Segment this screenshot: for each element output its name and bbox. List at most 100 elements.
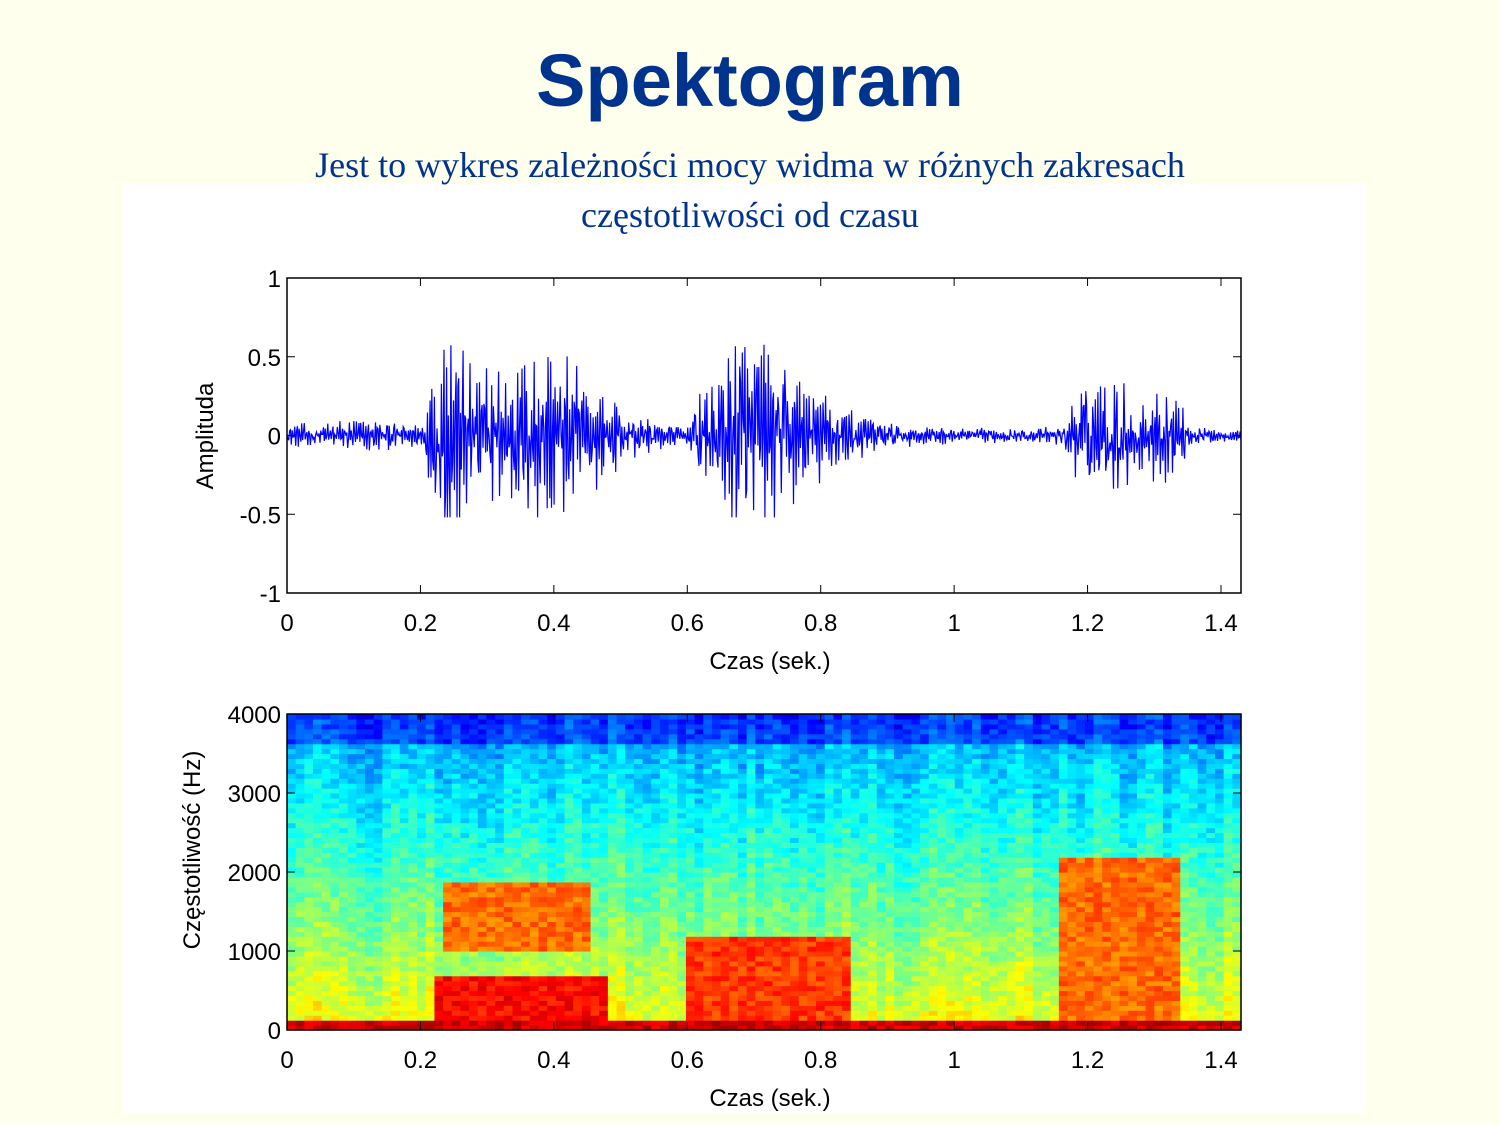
spectrogram-cell	[443, 857, 453, 863]
spectrogram-cell	[920, 748, 930, 755]
spectrogram-cell	[659, 743, 670, 750]
spectrogram-cell	[486, 812, 496, 819]
spectrogram-cell	[304, 738, 314, 745]
spectrogram-cell	[798, 876, 808, 883]
spectrogram-cell	[937, 911, 947, 918]
spectrogram-cell	[720, 941, 730, 947]
spectrogram-cell	[946, 955, 956, 962]
spectrogram-cell	[313, 872, 323, 878]
spectrogram-cell	[382, 896, 392, 903]
spectrogram-cell	[746, 916, 756, 922]
spectrogram-cell	[694, 793, 704, 799]
spectrogram-cell	[876, 985, 887, 992]
spectrogram-cell	[781, 876, 791, 883]
spectrogram-cell	[581, 990, 592, 997]
spectrogram-cell	[850, 847, 860, 853]
spectrogram-cell	[668, 985, 678, 992]
spectrogram-cell	[547, 891, 557, 898]
spectrogram-cell	[616, 896, 626, 903]
spectrogram-cell	[287, 773, 297, 779]
spectrogram-cell	[304, 980, 314, 987]
spectrogram-cell	[668, 857, 678, 863]
spectrogram-cell	[521, 743, 531, 750]
spectrogram-cell	[555, 970, 566, 977]
spectrogram-cell	[339, 748, 349, 755]
spectrogram-cell	[902, 985, 913, 992]
spectrogram-cell	[781, 763, 791, 769]
spectrogram-cell	[824, 847, 834, 853]
spectrogram-cell	[529, 975, 540, 982]
spectrogram-cell	[313, 807, 323, 814]
spectrogram-cell	[425, 995, 436, 1001]
spectrogram-cell	[764, 1025, 774, 1031]
spectrogram-cell	[694, 955, 704, 962]
spectrogram-cell	[798, 921, 808, 927]
spectrogram-cell	[911, 995, 921, 1001]
spectrogram-cell	[859, 911, 869, 918]
spectrogram-cell	[408, 857, 418, 863]
spectrogram-cell	[824, 975, 834, 982]
spectrogram-cell	[842, 862, 852, 868]
spectrogram-cell	[746, 817, 756, 824]
spectrogram-cell	[607, 985, 618, 992]
spectrogram-cell	[746, 955, 756, 962]
spectrogram-cell	[694, 1005, 704, 1011]
spectrogram-cell	[434, 763, 444, 769]
spectrogram-cell	[373, 1025, 383, 1031]
spectrogram-cell	[885, 788, 895, 794]
spectrogram-cell	[356, 837, 366, 843]
spectrogram-cell	[737, 965, 748, 972]
spectrogram-cell	[581, 995, 592, 1001]
spectrogram-cell	[711, 832, 722, 839]
spectrogram-cell	[538, 995, 548, 1001]
spectrogram-cell	[590, 980, 600, 987]
spectrogram-cell	[703, 783, 713, 789]
spectrogram-cell	[486, 970, 496, 977]
spectrogram-cell	[287, 886, 297, 893]
spectrogram-cell	[790, 822, 800, 829]
spectrogram-cell	[295, 812, 305, 819]
spectrogram-cell	[330, 758, 340, 764]
spectrogram-cell	[816, 891, 826, 898]
spectrogram-cell	[824, 822, 834, 829]
spectrogram-cell	[451, 936, 462, 942]
spectrogram-cell	[599, 970, 609, 977]
spectrogram-cell	[495, 768, 505, 774]
spectrogram-cell	[668, 723, 678, 730]
spectrogram-cell	[790, 793, 800, 799]
spectrogram-cell	[460, 906, 470, 913]
spectrogram-cell	[937, 931, 947, 937]
spectrogram-cell	[616, 778, 626, 784]
spectrogram-cell	[382, 812, 392, 819]
spectrogram-cell	[911, 758, 921, 764]
spectrogram-cell	[824, 926, 834, 932]
spectrogram-cell	[928, 891, 939, 898]
spectrogram-cell	[764, 980, 774, 987]
spectrogram-cell	[373, 975, 383, 982]
spectrogram-cell	[928, 802, 939, 809]
spectrogram-cell	[781, 788, 791, 794]
spectrogram-cell	[737, 738, 748, 745]
spectrogram-cell	[590, 1015, 600, 1021]
spectrogram-cell	[313, 788, 323, 794]
spectrogram-cell	[816, 995, 826, 1001]
spectrogram-cell	[287, 916, 297, 922]
spectrogram-cell	[798, 867, 808, 873]
spectrogram-cell	[295, 714, 305, 720]
spectrogram-cell	[850, 921, 860, 927]
spectrogram-cell	[885, 778, 895, 784]
spectrogram-cell	[790, 817, 800, 824]
spectrogram-cell	[894, 852, 904, 858]
spectrogram-cell	[451, 862, 462, 868]
spectrogram-cell	[807, 916, 817, 922]
spectrogram-cell	[824, 753, 834, 760]
spectrogram-cell	[469, 886, 479, 893]
spectrogram-cell	[824, 955, 834, 962]
spectrogram-cell	[434, 1025, 444, 1031]
spectrogram-cell	[816, 926, 826, 932]
spectrogram-cell	[443, 778, 453, 784]
spectrogram-cell	[564, 832, 574, 839]
spectrogram-cell	[920, 778, 930, 784]
spectrogram-cell	[833, 738, 843, 745]
spectrogram-cell	[417, 862, 427, 868]
